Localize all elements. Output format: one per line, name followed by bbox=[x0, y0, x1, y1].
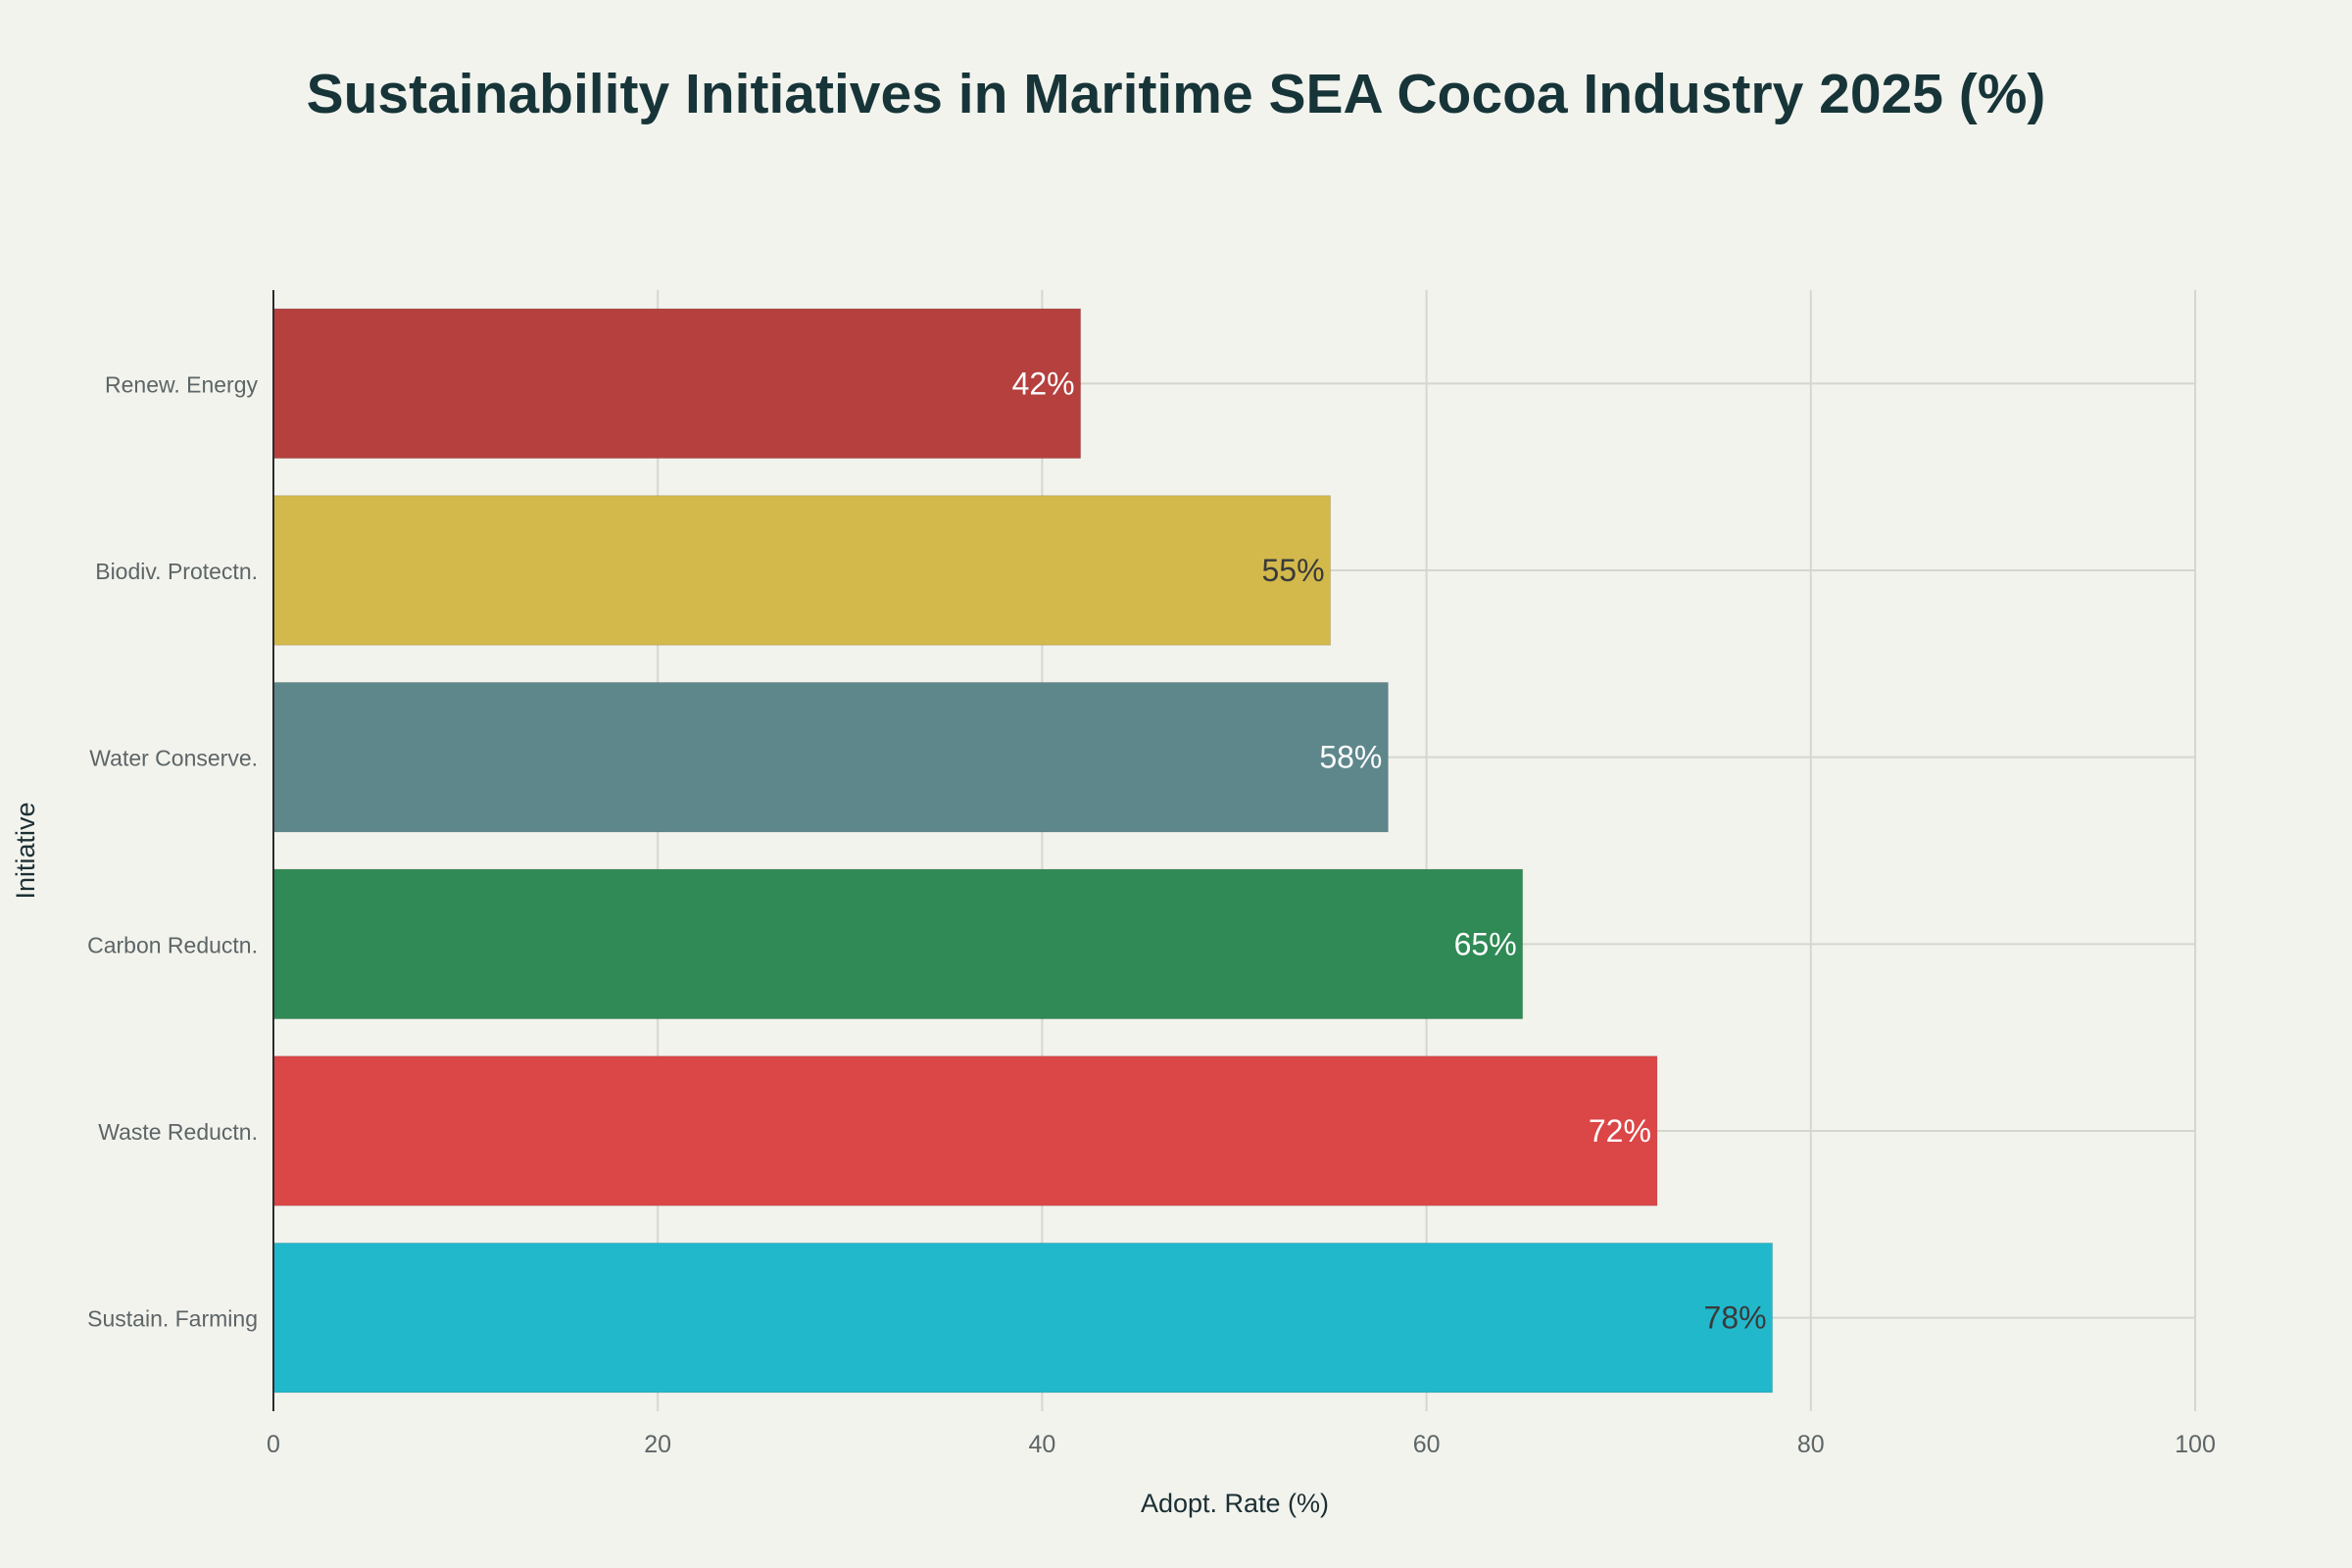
y-axis-title: Initiative bbox=[11, 802, 40, 899]
y-tick-label: Renew. Energy bbox=[105, 371, 258, 397]
bar bbox=[272, 681, 1389, 833]
bar-value-label: 58% bbox=[1319, 740, 1382, 775]
x-tick-label: 20 bbox=[644, 1431, 671, 1458]
bar bbox=[272, 495, 1332, 646]
bar-value-label: 65% bbox=[1454, 926, 1517, 961]
x-axis-title: Adopt. Rate (%) bbox=[1141, 1489, 1329, 1518]
bars: 42% 55% 58% 65% 72% 78% bbox=[272, 308, 1774, 1394]
bar-value-label: 42% bbox=[1012, 366, 1075, 401]
bar-value-label: 55% bbox=[1262, 553, 1325, 588]
y-tick-label: Biodiv. Protectn. bbox=[95, 559, 258, 584]
y-tick-label: Waste Reductn. bbox=[98, 1119, 258, 1145]
bar-value-label: 78% bbox=[1704, 1300, 1767, 1336]
y-tick-label: Water Conserve. bbox=[89, 746, 258, 771]
chart-title: Sustainability Initiatives in Maritime S… bbox=[307, 63, 2046, 125]
bar bbox=[272, 308, 1082, 460]
bar-value-label: 72% bbox=[1589, 1113, 1651, 1149]
bar bbox=[272, 1055, 1658, 1206]
axes: Renew. Energy Biodiv. Protectn. Water Cons… bbox=[87, 290, 2216, 1458]
x-tick-label: 80 bbox=[1797, 1431, 1825, 1458]
bar bbox=[272, 1242, 1774, 1394]
y-tick-label: Sustain. Farming bbox=[87, 1306, 258, 1332]
x-tick-label: 60 bbox=[1413, 1431, 1441, 1458]
bar bbox=[272, 868, 1524, 1020]
y-tick-label: Carbon Reductn. bbox=[87, 932, 258, 957]
x-tick-label: 100 bbox=[2175, 1431, 2216, 1458]
x-tick-label: 40 bbox=[1028, 1431, 1055, 1458]
x-tick-label: 0 bbox=[267, 1431, 280, 1458]
